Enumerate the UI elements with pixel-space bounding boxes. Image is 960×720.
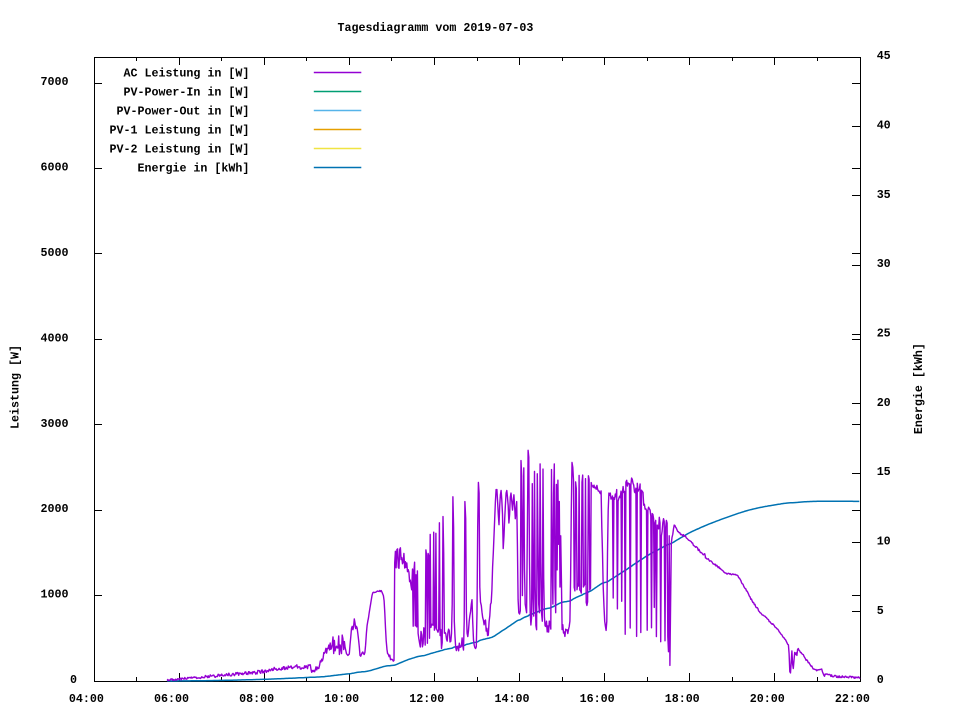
svg-text:18:00: 18:00 — [665, 692, 700, 706]
svg-text:2000: 2000 — [41, 502, 69, 516]
svg-text:40: 40 — [877, 118, 891, 132]
svg-text:Tagesdiagramm vom 2019-07-03: Tagesdiagramm vom 2019-07-03 — [337, 21, 533, 35]
svg-text:10:00: 10:00 — [324, 692, 359, 706]
svg-text:25: 25 — [877, 326, 891, 340]
svg-text:08:00: 08:00 — [239, 692, 274, 706]
svg-text:PV-Power-In in [W]: PV-Power-In in [W] — [123, 86, 249, 100]
svg-text:4000: 4000 — [41, 331, 69, 345]
svg-text:5000: 5000 — [41, 246, 69, 260]
svg-text:12:00: 12:00 — [409, 692, 444, 706]
svg-text:7000: 7000 — [41, 75, 69, 89]
svg-text:20: 20 — [877, 396, 891, 410]
svg-text:PV-2 Leistung in [W]: PV-2 Leistung in [W] — [109, 143, 249, 157]
svg-text:3000: 3000 — [41, 417, 69, 431]
svg-text:1000: 1000 — [41, 588, 69, 602]
svg-text:Energie in [kWh]: Energie in [kWh] — [137, 162, 249, 176]
svg-text:45: 45 — [877, 49, 891, 63]
svg-text:PV-Power-Out in [W]: PV-Power-Out in [W] — [116, 105, 249, 119]
svg-text:Leistung [W]: Leistung [W] — [9, 345, 23, 429]
svg-text:20:00: 20:00 — [750, 692, 785, 706]
svg-text:04:00: 04:00 — [69, 692, 104, 706]
svg-text:AC Leistung in [W]: AC Leistung in [W] — [123, 67, 249, 81]
svg-text:16:00: 16:00 — [580, 692, 615, 706]
svg-text:14:00: 14:00 — [495, 692, 530, 706]
svg-text:10: 10 — [877, 534, 891, 548]
svg-text:PV-1 Leistung in [W]: PV-1 Leistung in [W] — [109, 124, 249, 138]
svg-text:30: 30 — [877, 257, 891, 271]
svg-text:06:00: 06:00 — [154, 692, 189, 706]
svg-text:Energie [kWh]: Energie [kWh] — [912, 343, 926, 434]
svg-text:0: 0 — [877, 673, 884, 687]
svg-text:15: 15 — [877, 465, 891, 479]
svg-text:5: 5 — [877, 604, 884, 618]
svg-text:22:00: 22:00 — [835, 692, 870, 706]
svg-text:6000: 6000 — [41, 161, 69, 175]
svg-text:0: 0 — [70, 673, 77, 687]
svg-text:35: 35 — [877, 188, 891, 202]
